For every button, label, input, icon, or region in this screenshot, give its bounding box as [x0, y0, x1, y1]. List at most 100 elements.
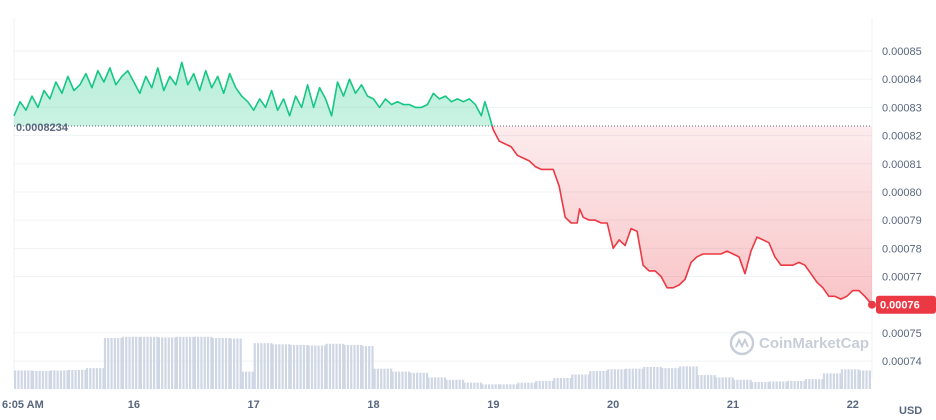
volume-bar — [494, 384, 497, 389]
volume-bar — [617, 369, 620, 389]
volume-bar — [566, 377, 569, 389]
watermark-text: CoinMarketCap — [759, 335, 869, 352]
volume-bar — [103, 337, 107, 389]
volume-bar — [512, 384, 515, 389]
volume-bar — [679, 366, 682, 389]
volume-bar — [248, 371, 251, 389]
volume-bar — [610, 369, 613, 389]
volume-bar — [175, 336, 178, 389]
volume-bar — [113, 337, 116, 389]
volume-bar — [156, 336, 159, 389]
volume-bar — [844, 369, 847, 389]
volume-bar — [239, 338, 242, 389]
volume-bar — [850, 369, 853, 389]
volume-bar — [728, 377, 731, 389]
volume-bar — [772, 381, 775, 389]
volume-bar — [638, 368, 641, 389]
volume-bar — [653, 366, 656, 389]
volume-bar — [95, 368, 98, 389]
volume-bar — [497, 384, 501, 389]
volume-bar — [437, 377, 440, 389]
volume-bar — [59, 370, 63, 389]
volume-bar — [197, 336, 200, 389]
volume-bar — [193, 336, 196, 389]
price-area — [14, 62, 872, 305]
volume-bar — [499, 384, 502, 389]
volume-bar — [599, 371, 602, 389]
volume-bar — [625, 368, 628, 389]
volume-bar — [200, 336, 203, 389]
volume-bar — [587, 374, 590, 389]
volume-bar — [455, 379, 458, 389]
y-tick-label: 0.00075 — [882, 328, 922, 340]
volume-bar — [376, 368, 379, 389]
volume-bar — [581, 374, 584, 389]
volume-bar — [31, 371, 35, 389]
volume-bar — [192, 336, 195, 389]
volume-bar — [425, 372, 429, 389]
volume-bar — [296, 344, 299, 389]
volume-bar — [858, 370, 862, 389]
volume-bar — [754, 382, 757, 389]
coinmarketcap-logo-icon — [729, 330, 755, 356]
volume-bar — [736, 379, 739, 389]
currency-label: USD — [899, 405, 922, 417]
volume-bar — [721, 377, 724, 389]
volume-bar — [179, 336, 182, 389]
volume-bar — [670, 368, 674, 389]
volume-bar — [353, 344, 356, 389]
volume-bar — [469, 382, 473, 389]
volume-bar — [332, 343, 335, 389]
volume-bar — [635, 368, 638, 389]
volume-bar — [643, 366, 646, 389]
volume-bar — [409, 372, 412, 389]
y-tick-label: 0.00074 — [882, 356, 922, 368]
volume-bar — [434, 377, 437, 389]
volume-bar — [338, 343, 341, 389]
volume-bar — [71, 369, 74, 389]
volume-bar — [814, 379, 817, 389]
volume-bar — [430, 377, 433, 389]
volume-bar — [551, 380, 554, 389]
x-tick-label: 18 — [367, 399, 379, 411]
volume-bar — [328, 343, 332, 389]
volume-bar — [85, 368, 89, 389]
area-down — [14, 125, 872, 305]
volume-bar — [203, 336, 206, 389]
volume-bar — [574, 374, 577, 389]
volume-bar — [530, 382, 533, 389]
line-up — [13, 61, 494, 126]
volume-bar — [131, 336, 134, 389]
volume-bar — [84, 369, 87, 389]
volume-bar — [535, 380, 538, 389]
volume-bar — [210, 336, 213, 389]
volume-bar — [164, 337, 167, 389]
volume-bar — [692, 366, 695, 389]
volume-bar — [394, 371, 397, 389]
volume-bar — [757, 382, 760, 389]
volume-bar — [23, 370, 27, 389]
volume-bar — [371, 346, 374, 389]
volume-bar — [302, 344, 306, 389]
volume-bar — [840, 369, 844, 389]
volume-bar — [228, 337, 231, 389]
last-price-dot — [868, 300, 876, 309]
volume-bar — [404, 371, 407, 389]
volume-bar — [346, 344, 350, 389]
line-down — [491, 125, 873, 306]
volume-bar — [782, 381, 785, 389]
volume-bar — [826, 373, 829, 389]
volume-bar — [157, 337, 160, 389]
volume-bar — [128, 336, 131, 389]
volume-bar — [229, 338, 232, 389]
volume-bar — [221, 337, 224, 389]
volume-bar — [664, 368, 667, 389]
volume-bar — [613, 369, 616, 389]
volume-bar — [718, 377, 721, 389]
y-axis: 0.00085 0.00084 0.00083 0.00082 0.00081 0.000… — [882, 46, 922, 368]
volume-bar — [739, 379, 742, 389]
volume-bar — [343, 344, 346, 389]
last-price-label: 0.00076 — [880, 300, 920, 312]
x-tick-label: 21 — [727, 399, 739, 411]
volume-bar — [818, 379, 821, 389]
